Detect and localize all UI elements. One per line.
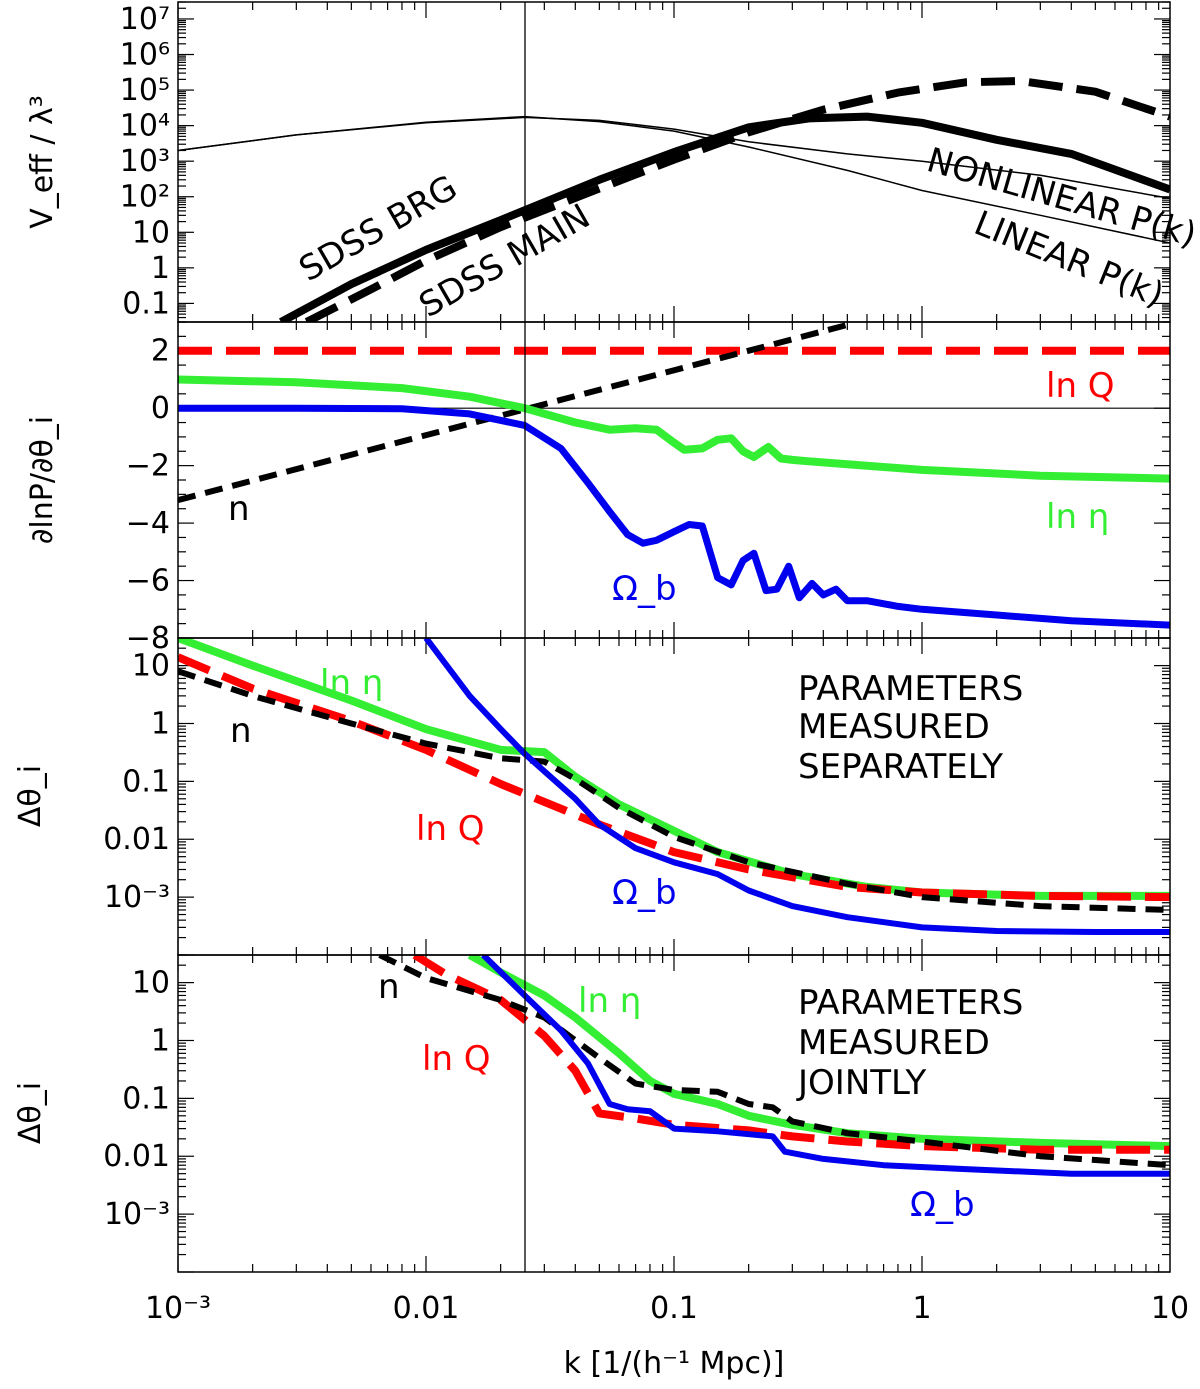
y-tick-label: 0	[151, 391, 170, 426]
y-tick-label: 0.1	[122, 1081, 170, 1116]
y-tick-label: 1	[151, 251, 170, 286]
series-line	[178, 115, 1170, 244]
series-line	[304, 77, 1170, 322]
y-tick-label: −8	[126, 621, 170, 656]
ylabel-derivatives: ∂lnP/∂θ_i	[25, 416, 60, 544]
annot-separately: SEPARATELY	[798, 747, 1003, 787]
annot-parameters-sep: PARAMETERS	[798, 669, 1023, 709]
annot-n-joint: n	[378, 967, 400, 1007]
series-line	[178, 653, 1170, 902]
y-tick-label: −4	[126, 506, 170, 541]
xlabel: k [1/(h⁻¹ Mpc)]	[564, 1346, 785, 1381]
y-tick-label: 1	[151, 706, 170, 741]
annot-lnq-sep: ln Q	[416, 809, 485, 849]
series-line	[178, 322, 849, 504]
x-tick-label: 1	[912, 1291, 931, 1326]
y-tick-label: 10⁴	[120, 109, 170, 144]
series-line	[378, 955, 1170, 1169]
y-tick-label: 0.01	[103, 822, 170, 857]
y-tick-label: 0.01	[103, 1139, 170, 1174]
annot-lnq-derivs: ln Q	[1046, 366, 1115, 406]
annot-n-sep: n	[230, 711, 252, 751]
y-tick-label: 10⁵	[120, 73, 170, 108]
annot-lneta-derivs: ln η	[1046, 497, 1109, 537]
ylabel-joint: Δθ_i	[13, 1082, 48, 1144]
annot-measured-sep: MEASURED	[798, 707, 990, 747]
x-tick-label: 0.1	[650, 1291, 698, 1326]
panel-joint-errors: 10 1 0.1 0.01 10⁻³ 10⁻³ 0.01 0.1 1 10	[103, 954, 1189, 1326]
series-group	[178, 638, 1170, 935]
y-tick-label: 0.1	[122, 286, 170, 321]
annot-omegab-joint: Ω_b	[910, 1185, 975, 1225]
series-line	[279, 112, 1170, 322]
y-tick-label: −2	[126, 449, 170, 484]
y-tick-label: −6	[126, 564, 170, 599]
y-tick-label: 10²	[120, 180, 170, 215]
annot-lnq-joint: ln Q	[422, 1039, 491, 1079]
y-tick-label: 10³	[120, 144, 170, 179]
annot-measured-joint: MEASURED	[798, 1023, 990, 1063]
annot-parameters-joint: PARAMETERS	[798, 983, 1023, 1023]
annot-omegab-sep: Ω_b	[612, 873, 677, 913]
y-tick-label: 2	[151, 334, 170, 369]
x-tick-label: 0.01	[393, 1291, 460, 1326]
series-group	[178, 322, 1170, 629]
y-tick-label: 0.1	[122, 764, 170, 799]
annot-lneta-sep: ln η	[320, 663, 383, 703]
panel-separate-errors: 10 1 0.1 0.01 10⁻³	[103, 637, 1170, 956]
series-group	[378, 955, 1170, 1177]
annot-omegab-derivs: Ω_b	[612, 569, 677, 609]
series-line	[178, 404, 1170, 629]
y-tick-label: 10	[132, 649, 170, 684]
series-line	[423, 638, 1170, 935]
y-tick-label: 10⁻³	[104, 1197, 170, 1232]
y-tick-label: 10⁷	[120, 2, 170, 37]
y-tick-label: 10⁶	[120, 38, 170, 73]
x-tick-label: 10⁻³	[145, 1291, 211, 1326]
annot-jointly: JOINTLY	[796, 1063, 926, 1103]
y-tick-label: 10	[132, 966, 170, 1001]
annot-lneta-joint: ln η	[578, 981, 641, 1021]
annot-n-derivs: n	[228, 489, 250, 529]
series-line	[412, 955, 1170, 1154]
ylabel-veff: V_eff / λ³	[25, 95, 60, 229]
y-tick-label: 10	[132, 215, 170, 250]
series-group	[178, 77, 1170, 322]
series-line	[178, 375, 1170, 483]
x-tick-label: 10	[1151, 1291, 1189, 1326]
y-tick-label: 1	[151, 1023, 170, 1058]
series-line	[481, 955, 1170, 1177]
y-tick-label: 10⁻³	[104, 880, 170, 915]
series-line	[178, 668, 1170, 913]
panel-derivatives: 2 0 −2 −4 −6 −8	[126, 321, 1170, 656]
frame-joint	[177, 954, 1171, 1273]
ylabel-separate: Δθ_i	[13, 765, 48, 827]
